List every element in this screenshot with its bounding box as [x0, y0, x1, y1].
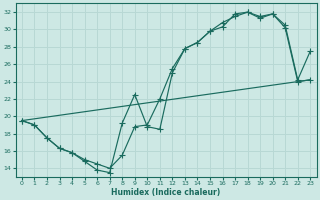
X-axis label: Humidex (Indice chaleur): Humidex (Indice chaleur) [111, 188, 221, 197]
